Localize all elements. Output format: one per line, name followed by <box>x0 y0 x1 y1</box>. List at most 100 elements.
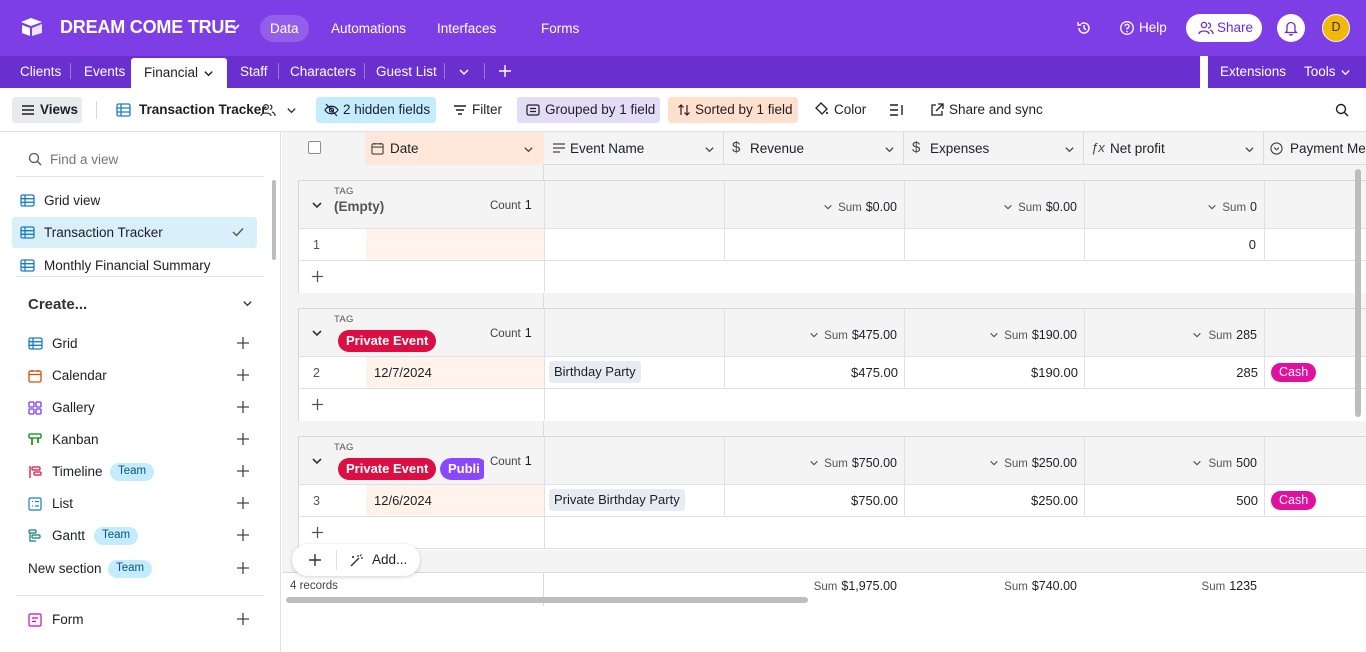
chevron-down-icon[interactable] <box>1340 67 1351 78</box>
history-icon[interactable] <box>1076 20 1092 36</box>
notifications-button[interactable] <box>1277 14 1305 42</box>
header-date-cell[interactable]: Date <box>282 132 544 165</box>
gallery-icon <box>28 401 42 415</box>
chevron-down-icon <box>810 332 818 338</box>
sort-button[interactable]: Sorted by 1 field <box>668 97 798 123</box>
create-kanban[interactable]: Kanban <box>28 428 256 452</box>
expenses-cell[interactable]: $250.00 <box>1031 493 1078 508</box>
search-icon <box>28 152 42 166</box>
more-tables-chevron-icon[interactable] <box>458 66 470 78</box>
table-row[interactable]: 1 0 <box>299 229 1366 261</box>
add-table-plus-icon[interactable] <box>498 64 512 78</box>
payment-method-pill[interactable]: Cash <box>1271 363 1317 382</box>
views-toggle-button[interactable]: Views <box>12 97 82 123</box>
header-payment-method[interactable]: Payment Met <box>1264 132 1366 165</box>
view-monthly-financial-summary[interactable]: Monthly Financial Summary <box>12 250 257 281</box>
current-view-button[interactable]: Transaction Tracker <box>108 97 304 123</box>
select-all-checkbox[interactable] <box>308 141 321 154</box>
add-row[interactable] <box>299 517 1366 549</box>
nav-interfaces[interactable]: Interfaces <box>437 21 497 36</box>
event-name-chip[interactable]: Private Birthday Party <box>549 489 685 511</box>
search-button[interactable] <box>1330 97 1354 123</box>
extensions-button[interactable]: Extensions <box>1220 64 1287 79</box>
create-gallery[interactable]: Gallery <box>28 396 256 420</box>
people-icon <box>1198 21 1214 35</box>
help-link[interactable]: Help <box>1139 20 1167 35</box>
net-profit-cell[interactable]: 285 <box>1236 365 1258 380</box>
base-name[interactable]: DREAM COME TRUE <box>60 17 236 37</box>
find-view-input[interactable]: Find a view <box>50 152 119 167</box>
group-header[interactable]: TAG (Empty) Count 1 Sum $0.00 Sum $0.00 Sum… <box>299 181 1366 229</box>
add-record-button[interactable] <box>292 544 336 576</box>
vertical-scrollbar[interactable] <box>1355 169 1361 417</box>
footer-sum-revenue[interactable]: Sum $1,975.00 <box>813 579 897 593</box>
color-button[interactable]: Color <box>808 97 874 123</box>
create-form[interactable]: Form <box>28 608 256 632</box>
header-revenue[interactable]: $ Revenue <box>724 132 904 165</box>
filter-button[interactable]: Filter <box>446 97 508 123</box>
footer-sum-expenses[interactable]: Sum $740.00 <box>1004 579 1077 593</box>
view-grid-view[interactable]: Grid view <box>12 185 257 216</box>
table-row[interactable]: 2 12/7/2024 Birthday Party $475.00 $190.… <box>299 357 1366 389</box>
tab-guest-list[interactable]: Guest List <box>376 64 437 79</box>
date-cell[interactable]: 12/7/2024 <box>366 357 545 388</box>
create-timeline[interactable]: Timeline Team <box>28 460 256 484</box>
nav-automations[interactable]: Automations <box>331 21 407 36</box>
group-button[interactable]: Grouped by 1 field <box>517 97 660 123</box>
collapse-chevron-icon <box>312 458 322 465</box>
tab-events[interactable]: Events <box>84 64 126 79</box>
grid-view-icon <box>116 103 131 117</box>
team-badge: Team <box>108 560 153 578</box>
create-list[interactable]: List <box>28 492 256 516</box>
net-profit-cell[interactable]: 0 <box>1248 237 1256 252</box>
view-toolbar: Views Transaction Tracker 2 hidden field… <box>0 88 1366 132</box>
header-event-name[interactable]: Event Name <box>544 132 724 165</box>
tab-clients[interactable]: Clients <box>20 64 62 79</box>
user-avatar[interactable]: D <box>1322 14 1350 42</box>
row-height-button[interactable] <box>884 97 910 123</box>
help-icon[interactable] <box>1119 20 1135 36</box>
chevron-down-icon <box>810 460 818 466</box>
tab-characters[interactable]: Characters <box>290 64 357 79</box>
date-cell[interactable]: 12/6/2024 <box>366 485 545 516</box>
group-count: Count 1 <box>490 454 532 468</box>
event-name-chip[interactable]: Birthday Party <box>549 361 641 383</box>
group-header[interactable]: TAG Private Event Publi Count 1 Sum $750.0… <box>299 437 1366 485</box>
horizontal-scrollbar[interactable] <box>286 597 808 603</box>
add-row[interactable] <box>299 389 1366 421</box>
tab-financial[interactable]: Financial <box>131 58 227 88</box>
table-row[interactable]: 3 12/6/2024 Private Birthday Party $750.… <box>299 485 1366 517</box>
header-expenses[interactable]: $ Expenses <box>904 132 1084 165</box>
chevron-down-icon[interactable] <box>229 21 241 33</box>
sidebar-scrollbar[interactable] <box>272 180 276 260</box>
date-cell[interactable] <box>366 229 545 260</box>
create-new-section[interactable]: New section Team <box>28 557 256 581</box>
tools-button[interactable]: Tools <box>1304 64 1336 79</box>
create-calendar[interactable]: Calendar <box>28 364 256 388</box>
payment-method-pill[interactable]: Cash <box>1271 491 1317 510</box>
nav-forms[interactable]: Forms <box>541 21 580 36</box>
hidden-fields-button[interactable]: 2 hidden fields <box>316 97 436 123</box>
create-gantt[interactable]: Gantt Team <box>28 524 256 548</box>
nav-data[interactable]: Data <box>260 15 309 42</box>
revenue-cell[interactable]: $475.00 <box>851 365 898 380</box>
tab-bar-right <box>1208 56 1366 88</box>
header-net-profit[interactable]: ƒx Net profit <box>1084 132 1264 165</box>
share-button[interactable]: Share <box>1186 14 1262 42</box>
group-private-public: TAG Private Event Publi Count 1 Sum $750.0… <box>298 436 1366 573</box>
share-and-sync-button[interactable]: Share and sync <box>922 97 1046 123</box>
group-header[interactable]: TAG Private Event Count 1 Sum $475.00 Sum $… <box>299 309 1366 357</box>
net-profit-cell[interactable]: 500 <box>1236 493 1258 508</box>
collapse-chevron-icon <box>312 202 322 209</box>
create-grid[interactable]: Grid <box>28 332 256 356</box>
top-bar: DREAM COME TRUE Data Automations Interfa… <box>0 0 1366 56</box>
add-row[interactable] <box>299 261 1366 293</box>
view-transaction-tracker[interactable]: Transaction Tracker <box>12 217 257 248</box>
tab-staff[interactable]: Staff <box>240 64 268 79</box>
create-section-toggle[interactable]: Create... <box>28 296 88 313</box>
footer-sum-net[interactable]: Sum 1235 <box>1201 579 1257 593</box>
app-logo-icon[interactable] <box>20 17 44 37</box>
expenses-cell[interactable]: $190.00 <box>1031 365 1078 380</box>
revenue-cell[interactable]: $750.00 <box>851 493 898 508</box>
add-with-ai-button[interactable]: Add... <box>337 544 420 576</box>
